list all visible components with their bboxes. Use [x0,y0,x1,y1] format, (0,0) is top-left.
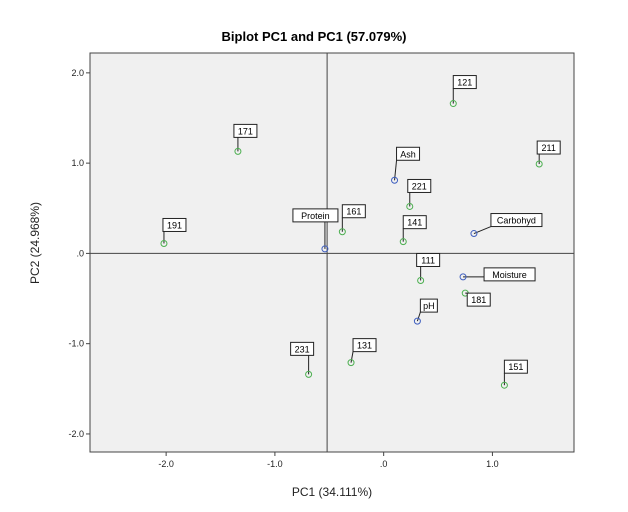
data-point [535,160,543,168]
point-label: 131 [357,341,372,351]
point-label: 221 [412,181,427,191]
x-tick-label: 1.0 [486,459,499,469]
point-label-box [407,178,432,193]
point-label: 111 [421,255,435,265]
data-point [338,228,346,236]
label-connector [350,351,354,363]
data-point [449,100,457,108]
y-tick-label: 2.0 [71,68,84,78]
point-label: Ash [400,149,416,159]
point-label-box [483,267,536,282]
data-point [399,238,407,246]
x-tick-label: .0 [380,459,388,469]
point-label: 211 [542,143,556,153]
point-label: 181 [471,295,486,305]
point-label-box [402,215,427,230]
point-label-box [419,298,438,313]
chart-title: Biplot PC1 and PC1 (57.079%) [221,29,407,44]
data-point [406,202,414,210]
data-point [347,359,355,367]
data-point [305,370,313,378]
label-connector [416,311,421,322]
data-point [321,245,329,253]
data-point [417,276,425,284]
data-point [500,381,508,389]
y-tick-label: -1.0 [68,339,84,349]
point-label-box [290,341,315,356]
y-tick-label: -2.0 [68,429,84,439]
point-label: 171 [238,126,253,136]
data-point [470,230,478,238]
point-label: Carbohyd [497,216,536,226]
point-label-box [466,292,491,307]
point-label-box [503,359,528,374]
point-label: 121 [457,78,472,88]
x-axis-label: PC1 (34.111%) [291,485,373,499]
data-point [459,273,467,281]
point-label: 161 [346,207,361,217]
axes-layer: -2.0 -1.0 .0 1.0 2.0 1.0 .0 -1.0 -2.0 [68,68,498,469]
data-point [391,176,399,184]
data-point [413,317,421,325]
point-label-box [490,213,543,228]
point-label-box [162,217,187,232]
point-label: 141 [407,218,422,228]
point-label-box [416,252,441,267]
point-label-box [396,146,421,161]
point-label: 191 [167,220,182,230]
point-label-box [233,123,258,138]
x-tick-label: -2.0 [158,459,174,469]
y-tick-label: .0 [76,248,84,258]
point-label-box [352,338,377,353]
point-label: pH [423,301,435,311]
point-label-box [452,75,477,90]
point-label: Protein [301,211,330,221]
point-label: 151 [508,362,523,372]
point-label: 231 [295,344,310,354]
point-label: Moisture [492,270,527,280]
point-label-box [536,140,561,155]
point-label-box [292,208,339,223]
data-point [234,147,242,155]
point-labels: 121 211 171 221 161 141 191 111 181 131 231 151 Ash C… [162,75,561,374]
x-tick-label: -1.0 [267,459,283,469]
point-label-box [341,204,366,219]
plot-area [89,52,575,453]
reference-lines [90,53,574,452]
data-points [160,100,543,389]
y-tick-label: 1.0 [71,158,84,168]
data-point [160,239,168,247]
